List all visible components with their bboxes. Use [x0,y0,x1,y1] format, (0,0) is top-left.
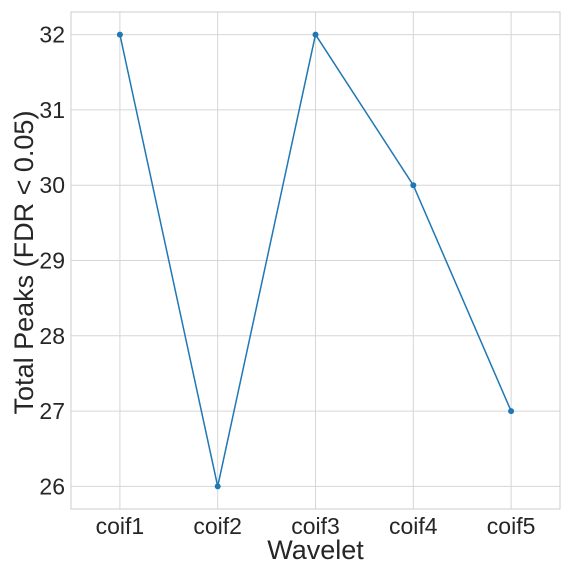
y-tick-labels: 26 27 28 29 30 31 32 [39,22,65,500]
y-tick-label: 29 [39,248,65,274]
y-axis-label: Total Peaks (FDR < 0.05) [9,111,39,415]
y-tick-label: 30 [39,172,65,198]
x-axis-label: Wavelet [267,535,364,565]
data-point [508,408,514,414]
y-tick-label: 28 [39,323,65,349]
y-tick-label: 27 [39,398,65,424]
y-tick-label: 32 [39,22,65,48]
x-tick-label: coif2 [193,513,242,539]
x-tick-label: coif5 [487,513,536,539]
x-tick-label: coif4 [389,513,438,539]
data-point [117,32,123,38]
y-tick-label: 31 [39,97,65,123]
x-tick-label: coif1 [96,513,145,539]
y-tick-label: 26 [39,473,65,499]
data-point [410,182,416,188]
data-point [313,32,319,38]
data-point [215,483,221,489]
